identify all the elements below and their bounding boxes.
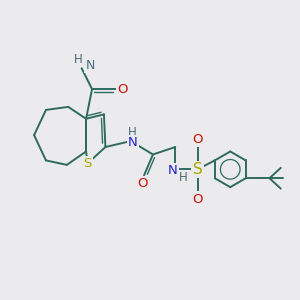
Text: H: H: [179, 171, 188, 184]
Text: H: H: [128, 126, 136, 139]
Text: S: S: [193, 162, 202, 177]
Text: O: O: [192, 193, 203, 206]
Text: O: O: [137, 177, 148, 190]
Text: N: N: [128, 136, 138, 149]
Text: O: O: [192, 133, 203, 146]
Text: N: N: [168, 164, 178, 177]
Text: H: H: [74, 53, 83, 66]
Text: N: N: [85, 59, 94, 72]
Text: O: O: [117, 82, 128, 96]
Text: S: S: [83, 157, 92, 170]
